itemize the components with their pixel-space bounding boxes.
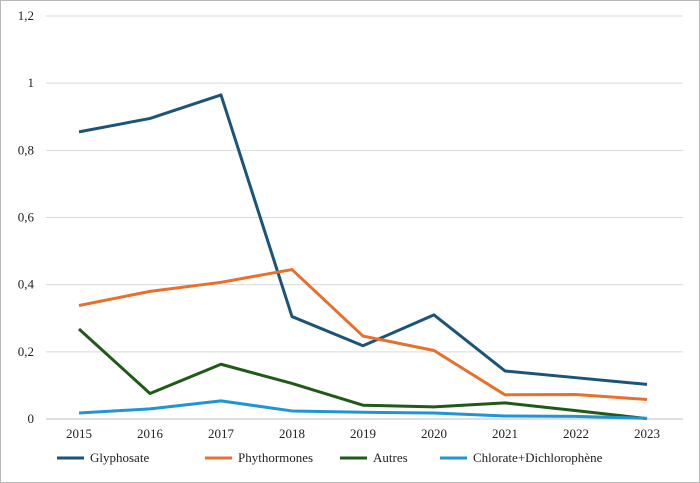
y-tick-label: 0,4 [18, 277, 35, 292]
series-line-phythormones [78, 268, 648, 402]
y-tick-label: 0,8 [18, 142, 34, 157]
y-axis-tick-labels: 0 0,2 0,4 0,6 0,8 1 1,2 [18, 8, 35, 426]
series-line-glyphosate [78, 93, 648, 386]
x-tick-label: 2022 [563, 426, 589, 441]
legend: Glyphosate Phythormones Autres Chlorate+Dic… [57, 450, 603, 465]
x-tick-label: 2020 [421, 426, 447, 441]
legend-label-autres: Autres [373, 450, 408, 465]
y-tick-label: 0,6 [18, 210, 35, 225]
x-tick-label: 2018 [279, 426, 305, 441]
series-line-chlorate-dichloroph-ne [78, 399, 648, 420]
x-tick-label: 2019 [350, 426, 376, 441]
series-lines [77, 93, 648, 421]
x-axis-tick-labels: 2015 2016 2017 2018 2019 2020 2021 2022 2023 [66, 426, 660, 441]
y-tick-label: 0,2 [18, 344, 34, 359]
y-tick-label: 0 [28, 411, 35, 426]
x-tick-label: 2016 [137, 426, 164, 441]
gridlines [46, 15, 683, 420]
y-tick-label: 1,2 [18, 8, 34, 23]
legend-label-glyphosate: Glyphosate [90, 450, 149, 465]
y-tick-label: 1 [28, 75, 35, 90]
x-tick-label: 2021 [492, 426, 518, 441]
x-tick-label: 2015 [66, 426, 92, 441]
legend-label-chlorate-dichloroph-ne: Chlorate+Dichlorophène [473, 450, 603, 465]
x-tick-label: 2017 [208, 426, 235, 441]
x-tick-label: 2023 [634, 426, 660, 441]
legend-label-phythormones: Phythormones [238, 450, 313, 465]
series-line-autres [77, 327, 648, 421]
